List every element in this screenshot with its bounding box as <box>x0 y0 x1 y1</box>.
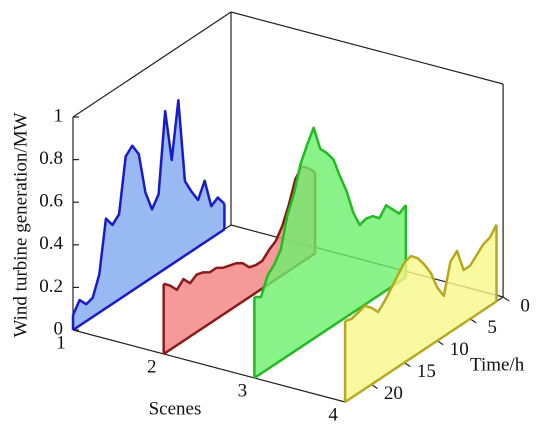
z-tick-label: 0.2 <box>39 276 63 297</box>
z-tick-label: 0 <box>54 318 64 339</box>
z-tick-label: 0.6 <box>39 191 63 212</box>
x-tick-label: 5 <box>487 317 497 338</box>
x-tick-label: 15 <box>417 361 436 382</box>
scene-axis-line <box>72 329 346 403</box>
series-line <box>254 126 407 299</box>
z-axis-label: Wind turbine generation/MW <box>10 112 31 337</box>
scene-axis-label: Scenes <box>149 398 202 419</box>
z-tick-label: 0.4 <box>39 233 63 254</box>
scene-tick-label: 4 <box>328 404 338 425</box>
series-baseline <box>72 228 226 332</box>
box-edge <box>230 11 504 85</box>
series-baseline <box>344 300 498 404</box>
scene-tick-label: 3 <box>238 380 248 401</box>
x-tick <box>502 296 510 302</box>
x-tick-label: 20 <box>384 383 403 404</box>
area-fill <box>254 127 406 378</box>
x-tick-label: 10 <box>450 339 469 360</box>
z-tick-label: 1 <box>54 105 64 126</box>
series-baseline <box>253 276 407 380</box>
series-line <box>71 99 226 316</box>
x-tick-label: 0 <box>520 295 530 316</box>
area-fill <box>163 166 316 354</box>
time-axis-label: Time/h <box>470 354 525 375</box>
scene-tick-label: 1 <box>56 332 66 353</box>
box-edge <box>72 11 232 118</box>
series-line <box>163 165 316 292</box>
area-fill <box>345 224 497 402</box>
area-fill <box>73 100 225 330</box>
z-tick-label: 0.8 <box>39 148 63 169</box>
scene-tick-label: 2 <box>147 356 157 377</box>
series-line <box>344 224 498 323</box>
